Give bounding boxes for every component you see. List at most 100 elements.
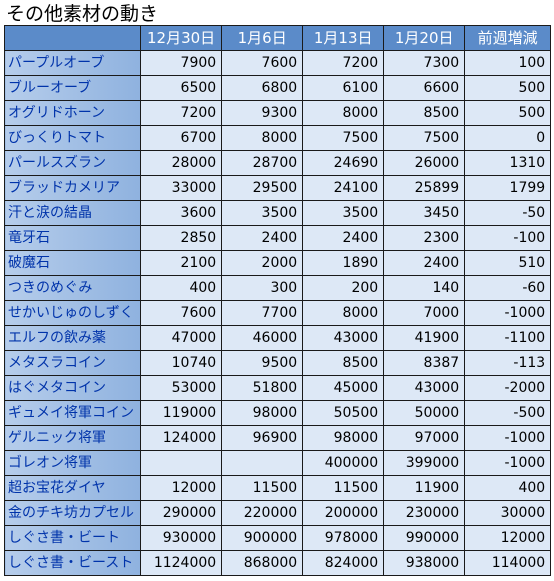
price-cell: 45000 (302, 375, 385, 401)
table-row: ゲルニック将軍 124000 96900 98000 97000 -1000 (4, 425, 552, 451)
table-row: メタスラコイン 10740 9500 8500 8387 -113 (4, 350, 552, 376)
table-row: 金のチキ坊カプセル 290000 220000 200000 230000 30000 (4, 500, 552, 526)
price-cell: 8387 (383, 350, 466, 376)
price-cell: 7600 (221, 50, 304, 76)
table-row: 竜牙石 2850 2400 2400 2300 -100 (4, 225, 552, 251)
table-row: 超お宝花ダイヤ 12000 11500 11500 11900 400 (4, 475, 552, 501)
price-cell: 28000 (139, 150, 223, 176)
material-name-cell: 竜牙石 (4, 225, 141, 251)
material-name-cell: しぐさ書・ビート (4, 525, 141, 551)
price-cell: 29500 (221, 175, 304, 201)
weekly-change-cell: 510 (464, 250, 552, 276)
price-cell: 1890 (302, 250, 385, 276)
price-cell: 33000 (139, 175, 223, 201)
table-row: せかいじゅのしずく 7600 7700 8000 7000 -1000 (4, 300, 552, 326)
table-row: パープルオーブ 7900 7600 7200 7300 100 (4, 50, 552, 76)
price-cell: 3450 (383, 200, 466, 226)
price-cell: 938000 (383, 550, 466, 576)
price-cell: 8500 (383, 100, 466, 126)
column-header: 1月13日 (302, 25, 385, 51)
material-name-cell: パープルオーブ (4, 50, 141, 76)
material-name-cell: 超お宝花ダイヤ (4, 475, 141, 501)
price-cell: 900000 (221, 525, 304, 551)
price-cell: 24690 (302, 150, 385, 176)
price-cell: 6700 (139, 125, 223, 151)
material-name-cell: せかいじゅのしずく (4, 300, 141, 326)
weekly-change-cell: -113 (464, 350, 552, 376)
price-cell: 28700 (221, 150, 304, 176)
price-cell: 7600 (139, 300, 223, 326)
weekly-change-cell: -1100 (464, 325, 552, 351)
material-name-cell: パールスズラン (4, 150, 141, 176)
material-price-table: 12月30日 1月6日 1月13日 1月20日 前週増減 パープルオーブ 7900… (4, 25, 552, 576)
price-cell: 230000 (383, 500, 466, 526)
price-cell: 6100 (302, 75, 385, 101)
table-row: ゴレオン将軍 400000 399000 -1000 (4, 450, 552, 476)
table-row: ブルーオーブ 6500 6800 6100 6600 500 (4, 75, 552, 101)
weekly-change-cell: -50 (464, 200, 552, 226)
price-cell: 12000 (139, 475, 223, 501)
price-cell: 50000 (383, 400, 466, 426)
column-header: 12月30日 (139, 25, 223, 51)
price-cell: 96900 (221, 425, 304, 451)
price-cell: 400000 (302, 450, 385, 476)
price-cell: 6600 (383, 75, 466, 101)
price-cell: 43000 (302, 325, 385, 351)
material-name-cell: つきのめぐみ (4, 275, 141, 301)
price-cell: 400 (139, 275, 223, 301)
table-row: しぐさ書・ビート 930000 900000 978000 990000 12000 (4, 525, 552, 551)
price-cell: 53000 (139, 375, 223, 401)
material-name-cell: メタスラコイン (4, 350, 141, 376)
table-row: オグリドホーン 7200 9300 8000 8500 500 (4, 100, 552, 126)
price-cell: 200 (302, 275, 385, 301)
weekly-change-cell: 12000 (464, 525, 552, 551)
price-cell: 11500 (221, 475, 304, 501)
price-cell: 7200 (302, 50, 385, 76)
column-header: 前週増減 (464, 25, 552, 51)
price-cell: 930000 (139, 525, 223, 551)
price-cell: 6800 (221, 75, 304, 101)
price-cell: 8500 (302, 350, 385, 376)
weekly-change-cell: -1000 (464, 425, 552, 451)
header-corner-cell (4, 25, 141, 51)
weekly-change-cell: 30000 (464, 500, 552, 526)
price-cell: 11900 (383, 475, 466, 501)
table-row: ブラッドカメリア 33000 29500 24100 25899 1799 (4, 175, 552, 201)
weekly-change-cell: -100 (464, 225, 552, 251)
price-cell: 41900 (383, 325, 466, 351)
price-cell: 124000 (139, 425, 223, 451)
column-header: 1月6日 (221, 25, 304, 51)
material-name-cell: びっくりトマト (4, 125, 141, 151)
material-name-cell: 汗と涙の結晶 (4, 200, 141, 226)
price-cell: 220000 (221, 500, 304, 526)
table-row: はぐメタコイン 53000 51800 45000 43000 -2000 (4, 375, 552, 401)
price-cell (221, 450, 304, 476)
material-name-cell: オグリドホーン (4, 100, 141, 126)
price-cell: 824000 (302, 550, 385, 576)
material-name-cell: 金のチキ坊カプセル (4, 500, 141, 526)
price-cell: 98000 (302, 425, 385, 451)
price-cell: 3500 (302, 200, 385, 226)
table-row: つきのめぐみ 400 300 200 140 -60 (4, 275, 552, 301)
price-cell: 46000 (221, 325, 304, 351)
price-cell: 119000 (139, 400, 223, 426)
header-row: 12月30日 1月6日 1月13日 1月20日 前週増減 (4, 25, 552, 51)
material-name-cell: ゲルニック将軍 (4, 425, 141, 451)
table-body: パープルオーブ 7900 7600 7200 7300 100 ブルーオーブ 6500 6800… (4, 50, 552, 576)
price-cell: 140 (383, 275, 466, 301)
price-cell: 200000 (302, 500, 385, 526)
weekly-change-cell: 0 (464, 125, 552, 151)
weekly-change-cell: 100 (464, 50, 552, 76)
price-cell: 9500 (221, 350, 304, 376)
material-name-cell: ブラッドカメリア (4, 175, 141, 201)
table-row: しぐさ書・ビースト 1124000 868000 824000 938000 114000 (4, 550, 552, 576)
weekly-change-cell: 114000 (464, 550, 552, 576)
price-cell: 26000 (383, 150, 466, 176)
material-name-cell: エルフの飲み薬 (4, 325, 141, 351)
material-name-cell: はぐメタコイン (4, 375, 141, 401)
price-cell: 11500 (302, 475, 385, 501)
price-cell: 290000 (139, 500, 223, 526)
material-name-cell: 破魔石 (4, 250, 141, 276)
material-name-cell: ゴレオン将軍 (4, 450, 141, 476)
material-name-cell: ブルーオーブ (4, 75, 141, 101)
